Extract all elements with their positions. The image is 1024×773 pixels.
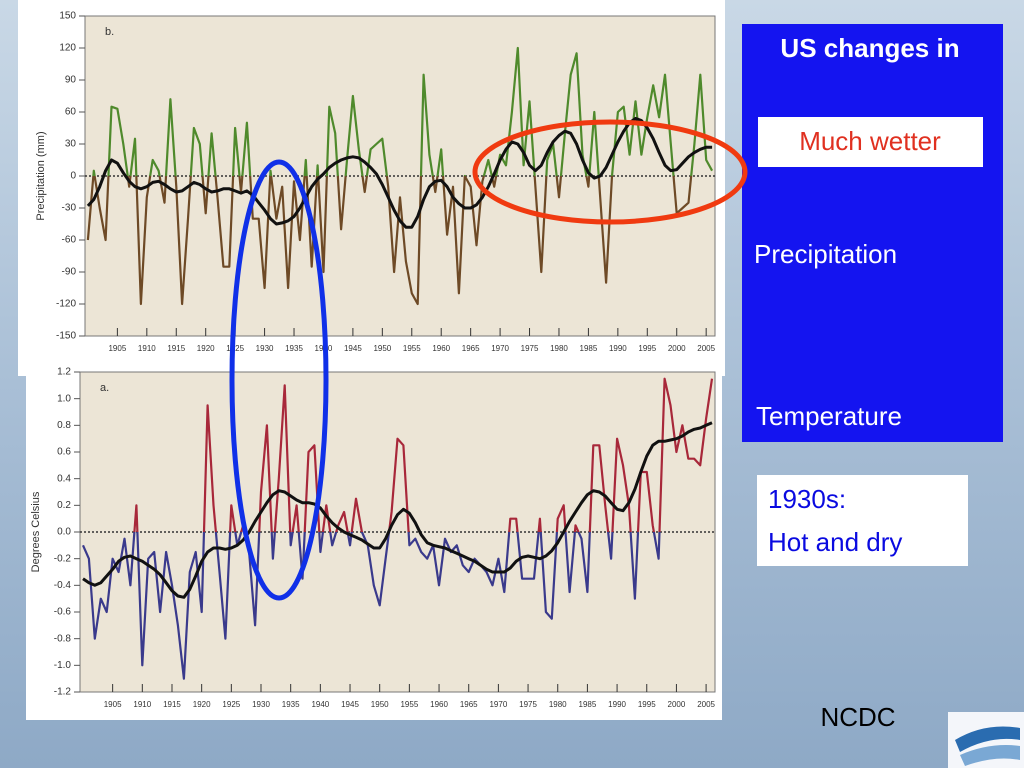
x-tick-label: 1905 <box>104 700 122 709</box>
x-tick-label: 1980 <box>550 344 568 353</box>
x-tick-label: 1965 <box>460 700 478 709</box>
x-tick-label: 1995 <box>638 700 656 709</box>
panel-label: a. <box>100 382 109 394</box>
y-tick-label: 1.2 <box>57 367 71 378</box>
y-axis-label: Precipitation (mm) <box>35 131 47 220</box>
x-tick-label: 1950 <box>373 344 391 353</box>
x-tick-label: 1915 <box>167 344 185 353</box>
y-tick-label: 0.2 <box>57 500 71 511</box>
x-tick-label: 1915 <box>163 700 181 709</box>
source: NCDC <box>820 702 895 732</box>
smoothed-line <box>86 116 713 229</box>
x-tick-label: 1990 <box>609 344 627 353</box>
y-tick-label: -150 <box>56 331 76 342</box>
x-tick-label: 2005 <box>697 344 715 353</box>
y-tick-label: -0.8 <box>54 633 72 644</box>
highlight-oval <box>472 119 748 225</box>
y-tick-label: 0 <box>70 171 76 182</box>
y-tick-label: 0.0 <box>57 527 71 538</box>
x-tick-label: 2000 <box>668 344 686 353</box>
y-tick-label: 120 <box>59 43 76 54</box>
charts: b. Precipitation (mm) 150 120 90 60 30 0 -30 -60 -… <box>18 0 725 720</box>
y-tick-label: -30 <box>62 203 77 214</box>
x-tick-label: 1970 <box>489 700 507 709</box>
x-tick-label: 1930 <box>256 344 274 353</box>
x-tick-label: 1975 <box>519 700 537 709</box>
x-tick-label: 1960 <box>432 344 450 353</box>
y-tick-label: -0.6 <box>54 607 72 618</box>
x-tick-label: 1955 <box>400 700 418 709</box>
x-tick-label: 1965 <box>462 344 480 353</box>
panel <box>742 24 1003 442</box>
y-tick-label: 30 <box>65 139 77 150</box>
y-tick-label: 150 <box>59 11 76 22</box>
y-tick-label: -1.0 <box>54 660 72 671</box>
highlight-box <box>758 117 983 167</box>
x-tick-label: 1910 <box>138 344 156 353</box>
y-tick-label: 60 <box>65 107 77 118</box>
y-tick-label: -0.2 <box>54 553 72 564</box>
smoothed-line <box>82 421 713 599</box>
y-tick-label: -60 <box>62 235 77 246</box>
highlight-oval <box>229 159 329 601</box>
x-tick-label: 1920 <box>193 700 211 709</box>
callout-box <box>757 475 968 566</box>
callout: 1930s: <box>768 484 846 514</box>
y-tick-label: -90 <box>62 267 77 278</box>
x-tick-label: 2005 <box>697 700 715 709</box>
logo <box>948 712 1024 768</box>
x-tick-label: 1945 <box>344 344 362 353</box>
x-tick-label: 1985 <box>580 344 598 353</box>
x-tick-label: 1985 <box>579 700 597 709</box>
x-tick-label: 1925 <box>226 344 244 353</box>
y-axis-label: Degrees Celsius <box>30 491 42 572</box>
callout: Hot and dry <box>768 527 902 557</box>
x-tick-label: 1975 <box>521 344 539 353</box>
plot-area <box>84 15 716 337</box>
highlight: Much wetter <box>799 126 941 156</box>
y-tick-label: 0.4 <box>57 473 71 484</box>
data-line <box>81 377 714 680</box>
x-tick-label: 1955 <box>403 344 421 353</box>
x-tick-label: 1950 <box>371 700 389 709</box>
y-tick-label: -1.2 <box>54 687 72 698</box>
x-tick-label: 1960 <box>430 700 448 709</box>
x-tick-label: 2000 <box>668 700 686 709</box>
data-line <box>86 46 714 306</box>
panel-label: b. <box>105 26 114 38</box>
x-tick-label: 1920 <box>197 344 215 353</box>
y-tick-label: -0.4 <box>54 580 72 591</box>
y-tick-label: -120 <box>56 299 76 310</box>
x-tick-label: 1930 <box>252 700 270 709</box>
x-tick-label: 1990 <box>608 700 626 709</box>
panel-title: US changes in <box>780 33 959 63</box>
x-tick-label: 1935 <box>285 344 303 353</box>
x-tick-label: 1995 <box>638 344 656 353</box>
y-tick-label: 90 <box>65 75 77 86</box>
y-tick-label: 0.8 <box>57 420 71 431</box>
x-tick-label: 1935 <box>282 700 300 709</box>
x-tick-label: 1925 <box>222 700 240 709</box>
panel-item: Precipitation <box>754 239 897 269</box>
x-tick-label: 1980 <box>549 700 567 709</box>
x-tick-label: 1905 <box>108 344 126 353</box>
y-tick-label: 1.0 <box>57 393 71 404</box>
x-tick-label: 1910 <box>133 700 151 709</box>
x-tick-label: 1945 <box>341 700 359 709</box>
y-tick-label: 0.6 <box>57 447 71 458</box>
panel-item: Temperature <box>756 401 902 431</box>
x-tick-label: 1940 <box>311 700 329 709</box>
x-tick-label: 1970 <box>491 344 509 353</box>
